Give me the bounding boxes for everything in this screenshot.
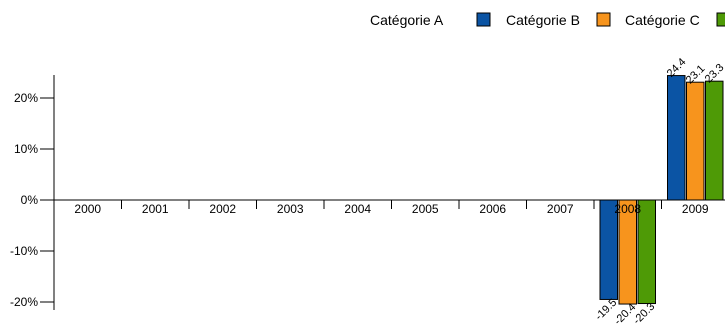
legend-label: Catégorie B	[506, 12, 580, 28]
y-tick-label: -20%	[10, 295, 38, 309]
x-tick-label: 2005	[412, 202, 439, 216]
bar-2009-2	[686, 81, 705, 201]
y-axis: -20% -10% 0% 10% 20%	[10, 75, 55, 310]
legend: Catégorie A Catégorie B Catégorie C	[370, 12, 725, 28]
y-tick-label: 10%	[14, 142, 38, 156]
legend-label: Catégorie A	[370, 12, 444, 28]
y-tick-label: -10%	[10, 244, 38, 258]
x-tick-label: 2006	[479, 202, 506, 216]
y-tick-label: 0%	[21, 193, 39, 207]
x-axis: 2000 2001 2002 2003 2004 2005 2006 2007 2008 2009	[54, 199, 725, 216]
legend-swatch	[716, 12, 725, 27]
x-tick-label: 2004	[344, 202, 371, 216]
y-tick-label: 20%	[14, 91, 38, 105]
x-tick-label: 2003	[277, 202, 304, 216]
x-tick-label: 2008	[614, 202, 641, 216]
bar-2009-3	[705, 80, 724, 201]
x-tick-label: 2002	[209, 202, 236, 216]
x-tick-label: 2000	[74, 202, 101, 216]
legend-swatch	[476, 12, 491, 27]
legend-label: Catégorie C	[625, 12, 700, 28]
data-label: -20.3	[631, 301, 657, 327]
legend-swatch	[596, 12, 611, 27]
x-tick-label: 2009	[682, 202, 709, 216]
bars-group	[599, 75, 724, 305]
bar-2009-1	[667, 75, 686, 201]
x-tick-label: 2007	[547, 202, 574, 216]
x-tick-label: 2001	[142, 202, 169, 216]
